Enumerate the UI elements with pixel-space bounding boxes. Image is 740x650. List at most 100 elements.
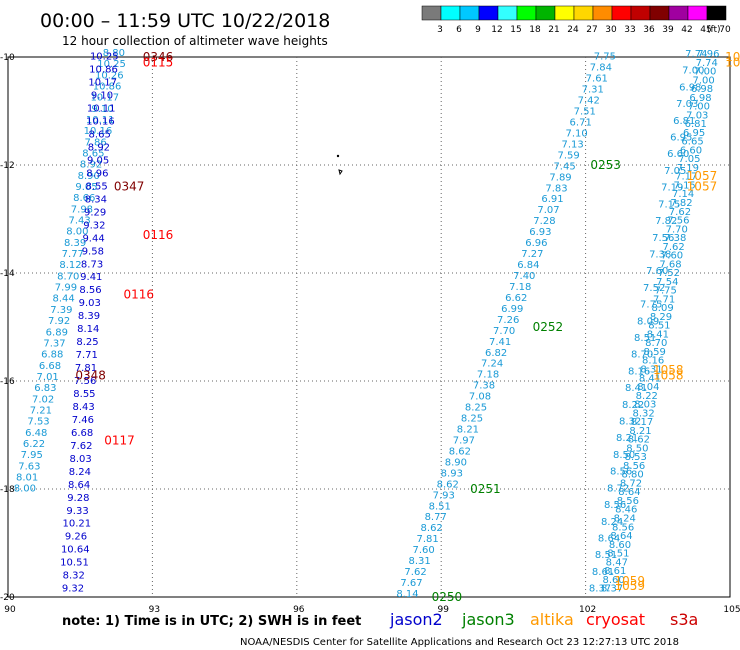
s3a-swh-label: 6.89 xyxy=(46,327,68,338)
colorbar-swatch xyxy=(459,5,480,21)
s3a-swh-label: 9.10 xyxy=(91,104,113,115)
jason3-swh-label: 7.67 xyxy=(400,578,422,589)
jason3-swh-label: 6.93 xyxy=(529,227,551,238)
colorbar-tick-label: 36 xyxy=(643,25,655,35)
cryosat-swh-label: 8.56 xyxy=(610,467,632,478)
jason3-swh-label: 7.61 xyxy=(586,74,608,85)
jason2-swh-label: 10.51 xyxy=(60,558,89,569)
legend-jason3: jason3 xyxy=(461,610,515,629)
jason3-swh-label: 8.21 xyxy=(457,425,479,436)
jason3-swh-label: 8.90 xyxy=(445,457,467,468)
altika-swh-label: 8.70 xyxy=(645,338,667,349)
s3a-swh-label: 10.26 xyxy=(95,70,124,81)
y-tick-label: -18 xyxy=(0,485,15,495)
altika-swh-label: 8.22 xyxy=(636,391,658,402)
jason2-swh-label: 9.32 xyxy=(62,584,84,595)
altika-swh-label: 7.70 xyxy=(666,224,688,235)
jason2-swh-label: 8.73 xyxy=(81,259,103,270)
colorbar-swatch xyxy=(668,5,689,21)
cryosat-swh-label: 7.56 xyxy=(652,233,674,244)
jason3-swh-label: 8.25 xyxy=(461,414,483,425)
jason3-swh-label: 6.91 xyxy=(541,194,563,205)
plot-frame xyxy=(7,56,731,598)
jason2-swh-label: 9.28 xyxy=(67,493,89,504)
s3a-swh-label: 8.00 xyxy=(66,227,88,238)
jason2-swh-label: 8.56 xyxy=(79,285,101,296)
time-label: 0252 xyxy=(533,320,564,334)
altika-swh-label: 8.03 xyxy=(634,400,656,411)
jason3-swh-label: 8.51 xyxy=(429,501,451,512)
colorbar-swatch xyxy=(497,5,518,21)
jason2-swh-label: 10.21 xyxy=(62,519,91,530)
s3a-swh-label: 7.37 xyxy=(43,338,65,349)
s3a-swh-label: 7.77 xyxy=(62,249,84,260)
time-label: 0348 xyxy=(75,369,106,383)
x-tick-label: 99 xyxy=(437,605,449,615)
jason2-swh-label: 7.81 xyxy=(75,363,97,374)
time-label: 1058 xyxy=(653,363,684,377)
s3a-swh-label: 7.99 xyxy=(55,283,77,294)
s3a-swh-label: 8.44 xyxy=(53,294,75,305)
jason2-swh-label: 9.29 xyxy=(84,207,106,218)
jason3-swh-label: 7.70 xyxy=(493,326,515,337)
altika-swh-label: 8.60 xyxy=(603,575,625,586)
cryosat-swh-label: 6.60 xyxy=(667,149,689,160)
legend-jason2: jason2 xyxy=(389,610,443,629)
s3a-swh-label: 7.95 xyxy=(21,450,43,461)
cryosat-swh-label: 8.72 xyxy=(607,483,629,494)
jason3-swh-label: 7.62 xyxy=(404,567,426,578)
altika-swh-label: 8.64 xyxy=(610,531,632,542)
colorbar-tick-label: 12 xyxy=(491,25,502,35)
altika-swh-label: 8.56 xyxy=(617,496,639,507)
altika-swh-label: 8.41 xyxy=(639,373,661,384)
altika-swh-label: 7.71 xyxy=(653,294,675,305)
altika-swh-label: 7.05 xyxy=(678,154,700,165)
jason3-swh-label: 7.40 xyxy=(513,271,535,282)
s3a-swh-label: 10.11 xyxy=(86,115,115,126)
y-tick-label: -12 xyxy=(0,161,15,171)
s3a-swh-label: 7.43 xyxy=(69,216,91,227)
jason2-swh-label: 9.32 xyxy=(83,220,105,231)
colorbar-swatch xyxy=(611,5,632,21)
altika-swh-label: 7.00 xyxy=(688,102,710,113)
time-label: 0346 xyxy=(143,50,174,64)
jason3-swh-label: 7.97 xyxy=(453,435,475,446)
jason3-swh-label: 7.42 xyxy=(578,96,600,107)
colorbar-tick-label: 21 xyxy=(548,25,559,35)
s3a-swh-label: 7.01 xyxy=(37,372,59,383)
s3a-swh-label: 10.86 xyxy=(93,81,122,92)
satellite-legend: jason2 jason3 altika cryosat s3a xyxy=(389,610,698,629)
footer-credit: NOAA/NESDIS Center for Satellite Applica… xyxy=(240,637,679,648)
jason3-swh-label: 7.60 xyxy=(412,545,434,556)
jason2-swh-label: 8.34 xyxy=(85,194,107,205)
cryosat-swh-label: 7.00 xyxy=(682,66,704,77)
jason3-swh-label: 8.93 xyxy=(441,468,463,479)
altika-swh-label: 8.80 xyxy=(621,470,643,481)
altika-swh-label: 8.56 xyxy=(612,522,634,533)
altika-swh-label: 8.31 xyxy=(640,365,662,376)
jason3-swh-label: 7.89 xyxy=(549,172,571,183)
s3a-swh-label: 8.00 xyxy=(14,484,36,495)
altika-swh-label: 8.16 xyxy=(642,356,664,367)
altika-swh-label: 7.03 xyxy=(686,110,708,121)
colorbar-swatch xyxy=(440,5,461,21)
x-tick-label: 93 xyxy=(149,605,160,615)
s3a-swh-label: 7.98 xyxy=(71,204,93,215)
colorbar: 3 6 9 12 15 18 21 24 27 30 33 36 39 42 45 70 xyxy=(421,5,731,35)
jason3-swh-label: 7.18 xyxy=(509,282,531,293)
jason3-swh-label: 7.83 xyxy=(545,183,567,194)
jason3-swh-label: 6.62 xyxy=(505,293,527,304)
axis-ticks: 90 93 96 99 102 105 -10 -12 -14 -16 -18 -20 xyxy=(0,53,740,615)
cryosat-swh-label: 7.75 xyxy=(640,300,662,311)
s3a-swh-label: 6.22 xyxy=(23,439,45,450)
colorbar-tick-label: 15 xyxy=(510,25,521,35)
altika-swh-label: 6.60 xyxy=(680,145,702,156)
jason2-swh-label: 8.64 xyxy=(68,480,90,491)
altika-swh-label: 8.60 xyxy=(609,540,631,551)
colorbar-swatch xyxy=(554,5,575,21)
colorbar-tick-label: 18 xyxy=(529,25,541,35)
cryosat-swh-label: 8.64 xyxy=(598,533,620,544)
altika-swh-label: 8.41 xyxy=(647,329,669,340)
